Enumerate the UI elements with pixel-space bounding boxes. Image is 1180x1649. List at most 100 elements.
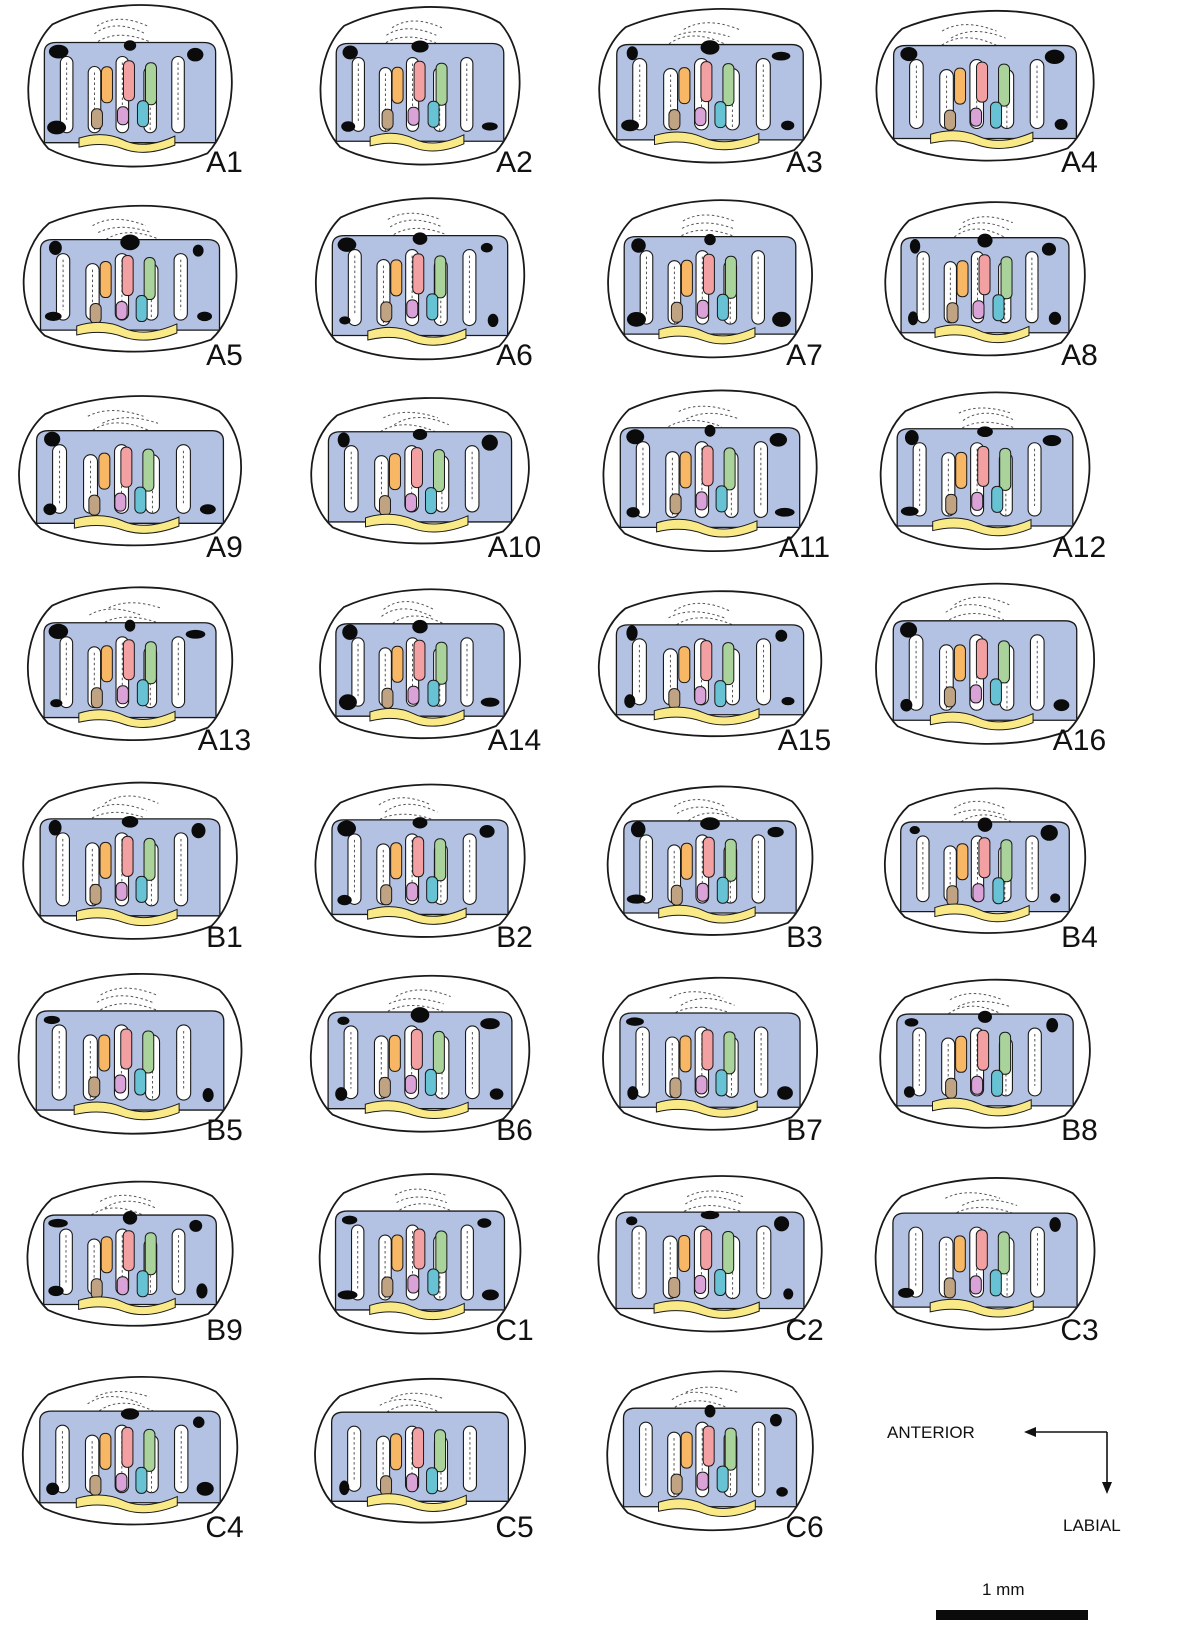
violet-loph [407, 685, 420, 705]
yellow-loph [653, 1300, 760, 1319]
enamel-pit [124, 619, 136, 632]
enamel-pit [479, 824, 495, 838]
teal-loph [714, 101, 727, 129]
tan-loph [89, 883, 102, 905]
green-loph [144, 62, 157, 106]
valley-slot [1025, 251, 1039, 324]
enamel-pit [48, 240, 62, 255]
enamel-pit [767, 826, 784, 838]
violet-loph [694, 107, 707, 127]
enamel-pit [50, 699, 63, 708]
enamel-pit [626, 507, 640, 518]
pink-loph [975, 1229, 988, 1271]
orange-loph [388, 1034, 401, 1072]
yellow-loph [658, 1498, 756, 1517]
pink-loph [410, 1028, 423, 1070]
orange-loph [390, 1433, 403, 1471]
enamel-pit [769, 1413, 782, 1427]
enamel-pit [704, 1404, 716, 1418]
panel-label: A4 [1061, 146, 1098, 179]
orange-loph [388, 453, 401, 491]
wear-line [958, 222, 1010, 231]
pink-loph [701, 1029, 714, 1071]
scale-bar-label: 1 mm [982, 1580, 1025, 1599]
teal-loph [426, 876, 439, 904]
panel-label: A8 [1061, 339, 1098, 372]
wear-line [668, 419, 722, 428]
yellow-loph [367, 326, 467, 346]
enamel-pit [120, 234, 140, 251]
pink-loph [410, 447, 423, 489]
crown-panel-a11: A11 [602, 389, 830, 564]
panel-label: A5 [206, 339, 243, 372]
pink-loph [412, 253, 425, 295]
valley-slot [1030, 1226, 1045, 1298]
violet-loph [969, 684, 982, 704]
yellow-loph [76, 907, 178, 927]
yellow-loph [930, 130, 1034, 149]
green-loph [722, 642, 735, 686]
tan-loph [381, 1276, 394, 1298]
enamel-pit [121, 815, 139, 828]
teal-loph [714, 1268, 727, 1296]
teal-loph [991, 485, 1004, 513]
enamel-pit [43, 503, 57, 516]
yellow-loph [76, 321, 178, 341]
panel-label: A6 [496, 339, 533, 372]
pink-loph [700, 1228, 713, 1270]
wear-line [960, 814, 1012, 823]
tan-loph [381, 108, 394, 130]
tan-loph [945, 1077, 958, 1099]
teal-loph [715, 1069, 728, 1097]
orange-loph [100, 66, 113, 104]
crown-panel-a6: A6 [314, 197, 533, 372]
enamel-pit [700, 1210, 720, 1220]
enamel-pit [626, 46, 638, 61]
green-loph [997, 1231, 1010, 1275]
wear-line [685, 1196, 742, 1205]
violet-loph [115, 1472, 128, 1492]
wear-line [962, 1199, 1018, 1206]
green-loph [142, 1030, 155, 1074]
teal-loph [426, 1467, 439, 1495]
enamel-pit [481, 434, 498, 451]
orange-loph [953, 1235, 966, 1273]
enamel-pit [412, 817, 428, 829]
pink-loph [978, 837, 991, 879]
violet-loph [970, 107, 983, 127]
orange-loph [953, 644, 966, 682]
yellow-loph [658, 904, 756, 924]
enamel-pit [1041, 242, 1056, 256]
teal-loph [427, 1268, 440, 1296]
enamel-pit [481, 1289, 499, 1301]
enamel-pit [775, 629, 788, 642]
panel-label: C5 [495, 1511, 533, 1544]
teal-loph [716, 293, 729, 321]
enamel-pit [341, 121, 356, 132]
enamel-pit [48, 1218, 68, 1228]
valley-slot [909, 59, 924, 130]
enamel-pit [1042, 434, 1062, 447]
teal-loph [427, 100, 440, 128]
tan-loph [670, 1473, 683, 1495]
yellow-loph [653, 706, 760, 726]
enamel-pit [46, 1482, 60, 1496]
green-loph [999, 1031, 1012, 1075]
teal-loph [135, 1466, 148, 1494]
crown-panel-b5: B5 [17, 973, 243, 1147]
crown-panel-a15: A15 [597, 590, 831, 757]
valley-slot [462, 833, 477, 905]
crown-panel-b7: B7 [602, 976, 823, 1147]
orange-loph [955, 1035, 968, 1073]
orange-loph [390, 259, 403, 297]
enamel-pit [337, 820, 357, 837]
green-loph [723, 1031, 736, 1075]
crown-panel-b9: B9 [26, 1180, 243, 1347]
yellow-loph [73, 1101, 180, 1121]
wear-line [104, 616, 157, 623]
wear-line [100, 1003, 157, 1011]
enamel-pit [1046, 1017, 1059, 1033]
valley-slot [916, 251, 930, 324]
crown-panel-a1: A1 [27, 4, 243, 179]
wear-line [953, 809, 1005, 816]
